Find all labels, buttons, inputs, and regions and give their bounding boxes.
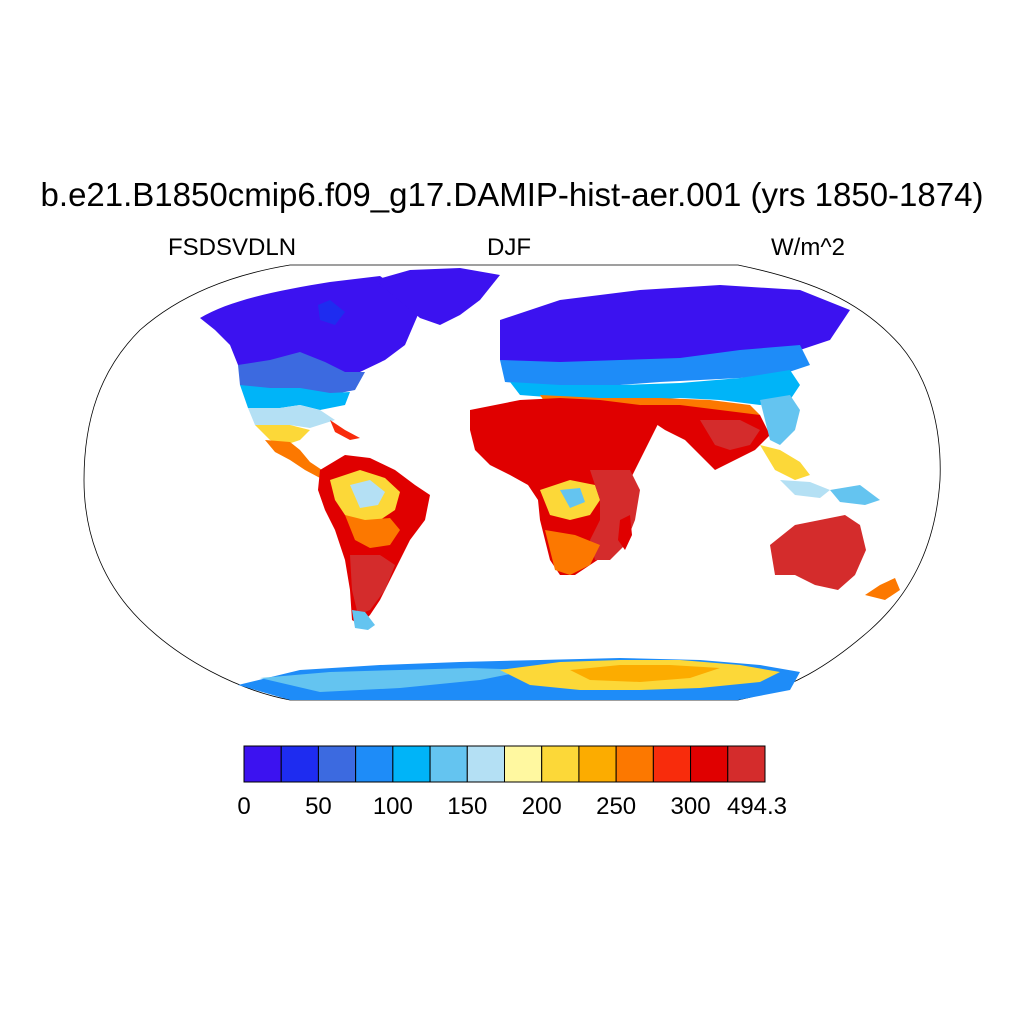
colorbar-tick-label: 150 [447,793,487,820]
colorbar-box [355,745,394,783]
southeast-asia [760,395,880,505]
colorbar-box [541,745,580,783]
colorbar-tick-label: 494.3 [727,793,787,820]
colorbar-tick-label: 50 [305,793,332,820]
africa [470,398,660,575]
south-asia [640,405,770,470]
colorbar-tick-label: 200 [522,793,562,820]
australia [770,515,900,600]
colorbar-box [280,745,319,783]
colorbar-labels: 0 50 100 150 200 250 300 494.3 [237,793,787,820]
eurasia [500,285,850,420]
south-america [318,455,430,630]
colorbar-tick-label: 100 [373,793,413,820]
season-label: DJF [487,234,531,261]
variable-label: FSDSVDLN [168,234,297,261]
colorbar-tick-label: 300 [671,793,711,820]
plot-title: b.e21.B1850cmip6.f09_g17.DAMIP-hist-aer.… [40,176,984,213]
colorbar-box [690,745,729,783]
colorbar-box [615,745,654,783]
colorbar-box [243,745,282,783]
north-america [200,268,500,478]
colorbar-tick-label: 0 [237,793,250,820]
colorbar-box [652,745,692,783]
colorbar-tick-label: 250 [596,793,636,820]
colorbar-box [504,745,543,783]
antarctica [238,658,800,700]
colorbar-box [727,745,766,783]
colorbar-box [429,745,468,783]
colorbar-boxes [243,745,766,783]
colorbar-box [392,745,431,783]
colorbar-box [466,745,505,783]
colorbar-box [317,745,357,783]
colorbar-box [578,745,617,783]
units-label: W/m^2 [771,234,845,261]
